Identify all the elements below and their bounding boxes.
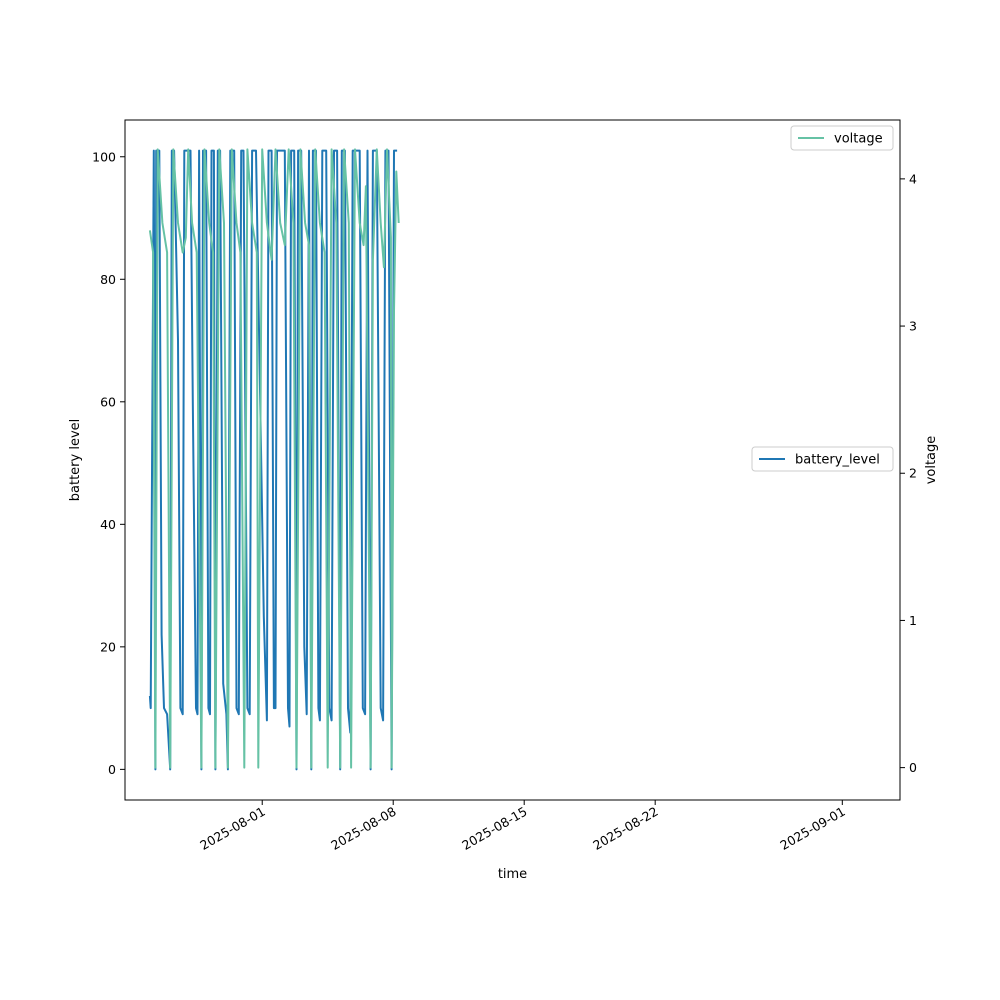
left-y-axis-ticks: 0 20 40 60 80 100 [92,149,125,777]
right-y-axis-ticks: 0 1 2 3 4 [900,171,917,775]
plot-frame [124,119,901,801]
series-line-voltage [148,148,400,769]
legend-battery-level-label: battery_level [795,453,880,468]
left-y-tick-label: 80 [100,272,116,287]
plot-content [148,148,400,771]
x-tick-label: 2025-08-15 [459,804,529,853]
series-line-battery-level [148,149,398,771]
x-axis-ticks: 2025-08-01 2025-08-08 2025-08-15 2025-08-22… [197,800,848,853]
right-y-tick-label: 0 [909,760,917,775]
left-y-tick-label: 0 [108,762,116,777]
right-y-tick-label: 1 [909,613,917,628]
x-axis-label: time [498,867,527,882]
x-tick-label: 2025-08-01 [197,804,267,853]
right-y-tick-label: 2 [909,466,917,481]
right-y-tick-label: 4 [909,171,917,186]
legend-battery-level: battery_level [751,446,894,472]
legend-voltage: voltage [790,125,894,151]
x-tick-label: 2025-08-08 [328,804,398,853]
right-y-tick-label: 3 [909,319,917,334]
legend-voltage-label: voltage [834,132,883,147]
legend-voltage-box [790,125,894,151]
left-y-tick-label: 100 [92,149,116,164]
left-y-tick-label: 40 [100,517,116,532]
x-tick-label: 2025-08-22 [590,804,660,853]
legend-battery-level-box [751,446,894,472]
right-y-axis-label: voltage [924,436,939,485]
left-y-axis-label: battery level [68,419,83,502]
left-y-tick-label: 60 [100,394,116,409]
left-y-tick-label: 20 [100,639,116,654]
x-tick-label: 2025-09-01 [777,804,847,853]
